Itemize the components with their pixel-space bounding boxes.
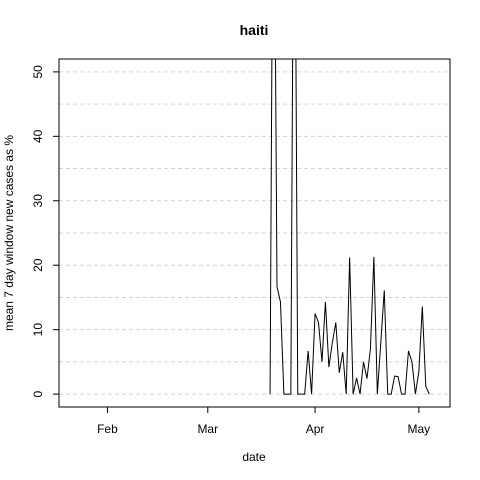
series-line xyxy=(269,59,430,395)
y-tick-label: 30 xyxy=(31,194,45,208)
y-tick-label: 10 xyxy=(31,323,45,337)
y-tick-label: 20 xyxy=(31,258,45,272)
x-tick-label: Feb xyxy=(97,422,118,436)
x-tick-label: Mar xyxy=(197,422,218,436)
y-axis-label: mean 7 day window new cases as % xyxy=(2,135,16,331)
plot-frame xyxy=(58,58,451,408)
series-line-group xyxy=(269,59,430,395)
chart-title: haiti xyxy=(240,22,269,38)
x-axis-label: date xyxy=(242,450,266,464)
grid-lines xyxy=(59,71,450,395)
y-tick-label: 50 xyxy=(31,65,45,79)
x-tick-label: May xyxy=(408,422,431,436)
y-tick-label: 0 xyxy=(31,390,45,397)
y-tick-label: 40 xyxy=(31,129,45,143)
x-tick-label: Apr xyxy=(306,422,325,436)
y-axis: 0 10 20 30 40 50 xyxy=(31,65,59,397)
x-axis: Feb Mar Apr May xyxy=(97,407,430,436)
